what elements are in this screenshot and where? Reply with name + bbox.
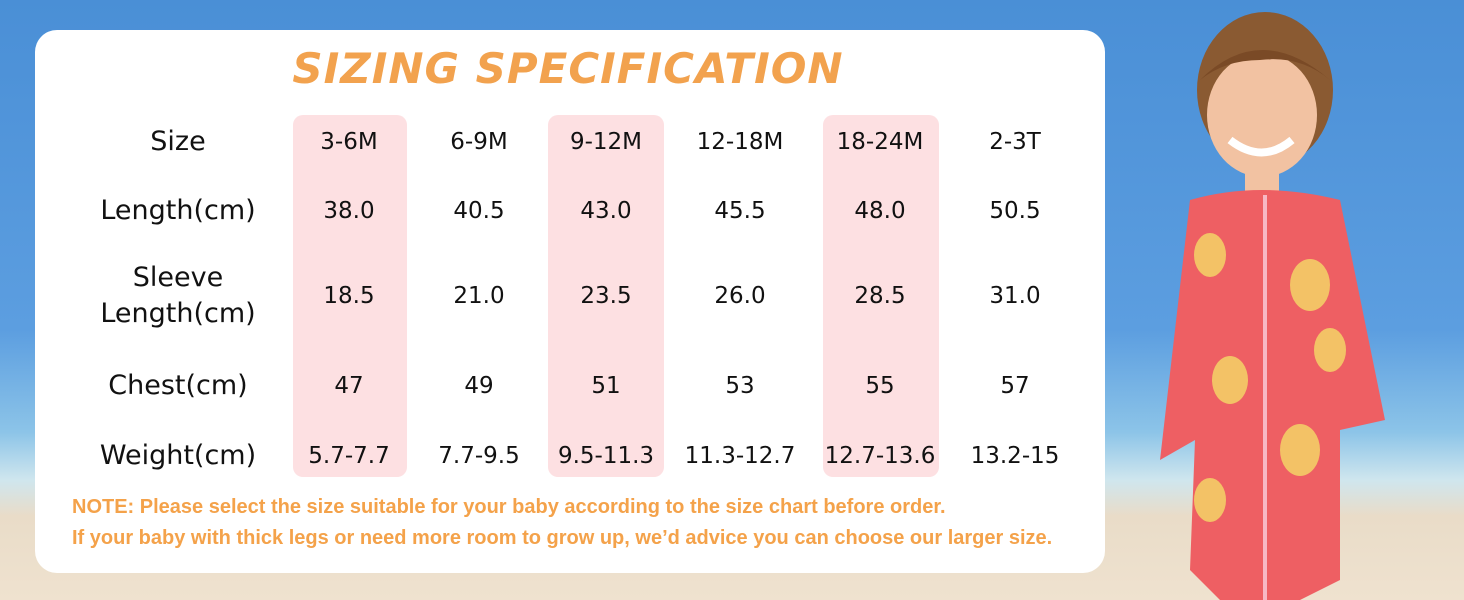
cell: 9.5-11.3 — [557, 443, 655, 469]
cell: 51 — [591, 373, 621, 399]
cell: 6-9M — [450, 129, 508, 155]
cell: 53 — [725, 373, 755, 399]
column-highlight — [548, 115, 664, 477]
cell: 28.5 — [854, 283, 906, 309]
column-highlight — [293, 115, 407, 477]
cell: 26.0 — [714, 283, 766, 309]
cell: 40.5 — [453, 198, 505, 224]
note: If your baby with thick legs or need mor… — [72, 527, 1053, 549]
cell: 13.2-15 — [970, 443, 1060, 469]
cell: 57 — [1000, 373, 1030, 399]
row-label: Length(cm) — [100, 195, 256, 226]
row-label: Sleeve Length(cm) — [100, 262, 256, 329]
cell: 48.0 — [854, 198, 906, 224]
cell: 18-24M — [836, 129, 924, 155]
cell: 2-3T — [989, 129, 1041, 155]
cell: 55 — [865, 373, 895, 399]
cell: 11.3-12.7 — [684, 443, 796, 469]
cell: 43.0 — [580, 198, 632, 224]
cell: 47 — [334, 373, 364, 399]
cell: 18.5 — [323, 283, 375, 309]
row-label: Chest(cm) — [108, 370, 248, 401]
cell: 3-6M — [320, 129, 378, 155]
row-label: Size — [150, 126, 206, 157]
cell: 12-18M — [696, 129, 784, 155]
cell: 21.0 — [453, 283, 505, 309]
cell: 50.5 — [989, 198, 1041, 224]
cell: 12.7-13.6 — [824, 443, 936, 469]
cell: 38.0 — [323, 198, 375, 224]
cell: 7.7-9.5 — [438, 443, 520, 469]
note: NOTE: Please select the size suitable fo… — [72, 496, 946, 518]
title: SIZING SPECIFICATION — [292, 44, 844, 93]
cell: 5.7-7.7 — [308, 443, 390, 469]
cell: 31.0 — [989, 283, 1041, 309]
row-label: Weight(cm) — [99, 440, 257, 471]
cell: 45.5 — [714, 198, 766, 224]
cell: 23.5 — [580, 283, 632, 309]
column-highlight — [823, 115, 939, 477]
cell: 9-12M — [569, 129, 643, 155]
cell: 49 — [464, 373, 494, 399]
